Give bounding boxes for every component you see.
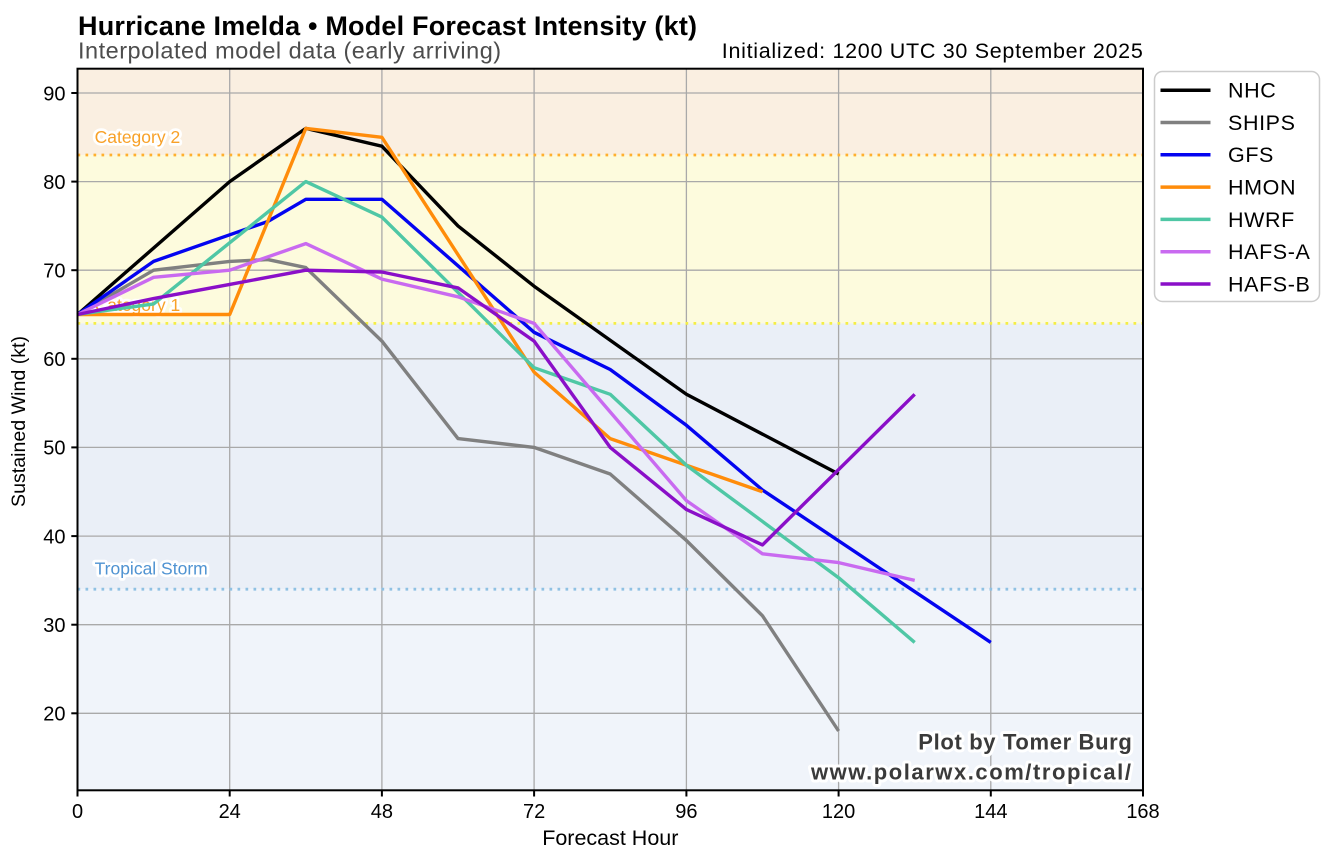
svg-text:NHC: NHC bbox=[1228, 79, 1276, 103]
svg-text:HWRF: HWRF bbox=[1228, 208, 1295, 232]
svg-text:90: 90 bbox=[43, 83, 65, 105]
svg-text:Sustained Wind (kt): Sustained Wind (kt) bbox=[8, 336, 30, 507]
svg-text:96: 96 bbox=[675, 801, 697, 823]
svg-text:HAFS-B: HAFS-B bbox=[1228, 272, 1310, 296]
svg-text:Hurricane Imelda • Model Forec: Hurricane Imelda • Model Forecast Intens… bbox=[78, 11, 697, 41]
svg-text:30: 30 bbox=[43, 615, 65, 637]
svg-text:72: 72 bbox=[523, 801, 545, 823]
svg-text:Initialized: 1200 UTC 30 Septe: Initialized: 1200 UTC 30 September 2025 bbox=[722, 39, 1144, 63]
svg-text:40: 40 bbox=[43, 526, 65, 548]
svg-text:144: 144 bbox=[974, 801, 1007, 823]
svg-text:20: 20 bbox=[43, 704, 65, 726]
svg-text:Category 2: Category 2 bbox=[95, 127, 181, 147]
svg-text:HAFS-A: HAFS-A bbox=[1228, 240, 1311, 264]
svg-text:GFS: GFS bbox=[1228, 143, 1274, 167]
svg-text:70: 70 bbox=[43, 261, 65, 283]
svg-text:SHIPS: SHIPS bbox=[1228, 111, 1296, 135]
svg-text:Forecast Hour: Forecast Hour bbox=[542, 826, 678, 850]
svg-text:80: 80 bbox=[43, 172, 65, 194]
svg-text:0: 0 bbox=[72, 801, 83, 823]
svg-text:Tropical Storm: Tropical Storm bbox=[95, 559, 208, 579]
svg-text:48: 48 bbox=[371, 801, 393, 823]
svg-text:Interpolated model data (early: Interpolated model data (early arriving) bbox=[78, 38, 502, 64]
svg-text:120: 120 bbox=[822, 801, 855, 823]
svg-text:24: 24 bbox=[219, 801, 241, 823]
svg-text:168: 168 bbox=[1126, 801, 1159, 823]
svg-text:Plot by Tomer Burg: Plot by Tomer Burg bbox=[918, 730, 1132, 755]
svg-text:www.polarwx.com/tropical/: www.polarwx.com/tropical/ bbox=[810, 760, 1133, 785]
svg-text:50: 50 bbox=[43, 438, 65, 460]
svg-text:60: 60 bbox=[43, 349, 65, 371]
svg-text:HMON: HMON bbox=[1228, 176, 1296, 200]
